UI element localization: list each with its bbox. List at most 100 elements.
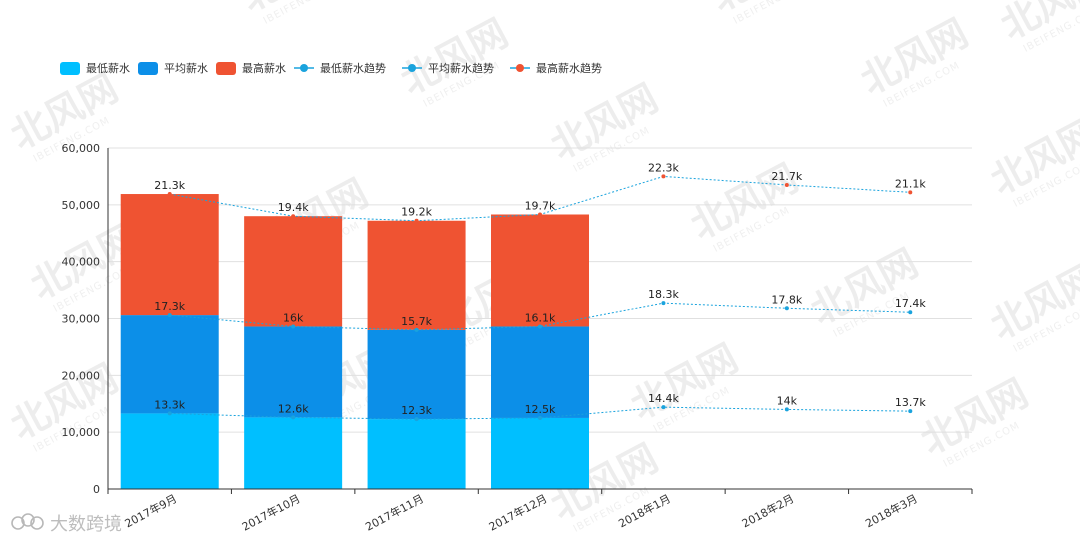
trend-point-0-4	[661, 405, 666, 410]
y-tick-label: 30,000	[62, 313, 101, 326]
trend-point-2-1	[291, 214, 296, 219]
legend-item-0: 最低薪水	[60, 62, 130, 75]
legend: 最低薪水 平均薪水 最高薪水 最低薪水趋势 平均薪水趋势 最高薪水趋势	[60, 61, 602, 75]
trend-point-2-0	[167, 192, 172, 197]
data-label: 19.7k	[525, 199, 556, 212]
trend-point-0-1	[291, 415, 296, 420]
data-label: 17.4k	[895, 297, 926, 310]
data-label: 21.3k	[154, 179, 185, 192]
bar-2-3	[491, 214, 589, 327]
data-label: 22.3k	[648, 161, 679, 174]
data-label: 12.3k	[401, 404, 432, 417]
trend-point-1-6	[908, 310, 913, 315]
trend-point-1-4	[661, 301, 666, 306]
data-label: 12.6k	[278, 402, 309, 415]
data-label: 17.8k	[771, 293, 802, 306]
data-label: 19.2k	[401, 206, 432, 219]
footer-logo: 大数跨境	[11, 513, 122, 535]
legend-label: 最低薪水	[86, 62, 130, 75]
trend-point-0-3	[538, 415, 542, 420]
x-tick-label: 2017年9月	[122, 491, 179, 530]
footer-logo-icon	[11, 513, 44, 530]
data-label: 16.1k	[525, 311, 556, 324]
bar-0-3	[491, 417, 589, 489]
legend-marker	[408, 64, 416, 72]
data-label: 15.7k	[401, 315, 432, 328]
x-tick-label: 2017年10月	[239, 491, 302, 533]
trend-point-2-6	[908, 190, 913, 195]
bar-layer	[120, 194, 589, 489]
data-label: 17.3k	[154, 300, 185, 313]
y-tick-label: 60,000	[62, 142, 101, 155]
data-label: 13.7k	[895, 396, 926, 409]
trend-point-0-5	[784, 407, 789, 412]
trend-point-1-0	[167, 313, 172, 318]
data-label: 13.3k	[154, 398, 185, 411]
trend-point-2-5	[784, 182, 789, 187]
trend-point-1-1	[291, 324, 296, 329]
legend-label: 最高薪水	[242, 61, 286, 75]
data-label: 14.4k	[648, 392, 679, 405]
trend-line-layer: 13.3k 12.6k 12.3k 12.5k 14.4k 14k 13.7k 17.3k 16…	[154, 161, 926, 422]
legend-label: 最低薪水趋势	[320, 62, 386, 75]
y-tick-label: 40,000	[62, 256, 101, 269]
bar-0-2	[367, 419, 466, 489]
footer-logo-text: 大数跨境	[50, 514, 122, 535]
trend-point-0-2	[414, 417, 419, 422]
legend-item-4: 平均薪水趋势	[402, 62, 494, 75]
y-tick-label: 10,000	[62, 426, 101, 439]
bar-1-1	[244, 326, 343, 418]
legend-marker	[516, 64, 524, 72]
legend-item-1: 平均薪水	[138, 62, 208, 75]
bar-2-2	[367, 220, 466, 330]
x-tick-label: 2018年2月	[739, 491, 796, 530]
legend-swatch	[60, 62, 80, 75]
data-label: 12.5k	[525, 403, 556, 416]
data-label: 16k	[283, 311, 304, 324]
y-tick-label: 50,000	[62, 199, 101, 212]
bar-2-0	[120, 194, 219, 316]
bar-1-0	[120, 315, 219, 414]
data-label: 19.4k	[278, 201, 309, 214]
legend-label: 平均薪水趋势	[428, 62, 494, 75]
legend-marker	[300, 64, 308, 72]
legend-swatch	[216, 62, 236, 75]
bar-0-0	[120, 413, 219, 489]
legend-swatch	[138, 62, 158, 75]
trend-point-0-0	[167, 411, 172, 416]
bar-0-1	[244, 417, 343, 489]
y-tick-label: 20,000	[62, 369, 101, 382]
data-label: 21.7k	[771, 170, 802, 183]
legend-item-3: 最低薪水趋势	[294, 62, 386, 75]
x-tick-label: 2018年3月	[863, 491, 920, 530]
legend-label: 最高薪水趋势	[536, 61, 602, 75]
y-tick-label: 0	[93, 483, 100, 496]
data-label: 14k	[777, 394, 798, 407]
trend-point-0-6	[908, 409, 913, 414]
x-tick-label: 2017年11月	[363, 491, 426, 533]
data-label: 18.3k	[648, 288, 679, 301]
trend-point-2-3	[538, 212, 542, 217]
trend-point-1-2	[414, 327, 419, 332]
bar-1-3	[491, 326, 589, 418]
legend-label: 平均薪水	[164, 62, 208, 75]
legend-item-5: 最高薪水趋势	[510, 61, 602, 75]
bar-1-2	[367, 329, 466, 420]
x-tick-label: 2017年12月	[486, 491, 549, 533]
trend-point-1-5	[784, 306, 789, 311]
trend-point-2-2	[414, 218, 419, 223]
legend-item-2: 最高薪水	[216, 61, 286, 75]
data-label: 21.1k	[895, 177, 926, 190]
bar-2-1	[244, 216, 343, 327]
